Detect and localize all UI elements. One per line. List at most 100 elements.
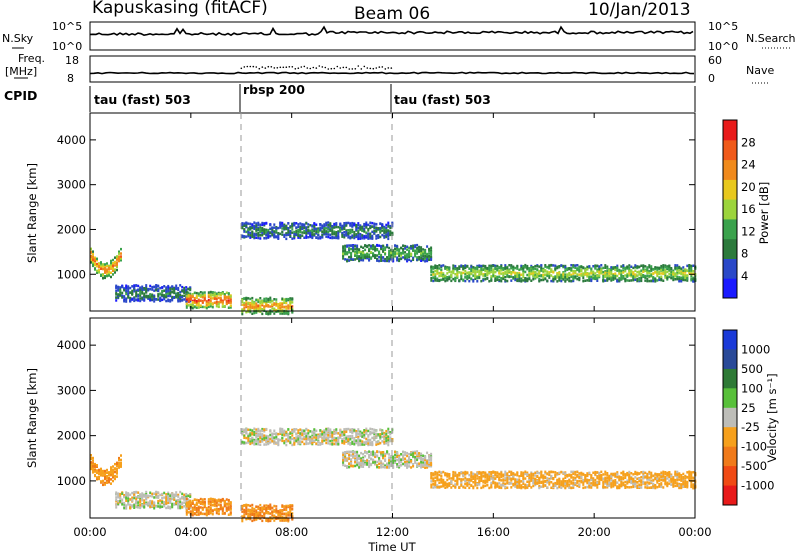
power-cell: [474, 277, 477, 280]
power-cell: [522, 271, 525, 274]
velocity-cell: [301, 431, 304, 435]
power-cell: [185, 298, 188, 301]
velocity-cell: [181, 496, 184, 499]
power-cell: [341, 235, 344, 238]
power-cell: [313, 233, 316, 236]
power-cell: [96, 265, 98, 268]
power-cell: [367, 229, 370, 232]
velocity-cell: [213, 501, 216, 504]
power-cell: [123, 295, 126, 298]
velocity-cell: [368, 455, 371, 459]
power-cell: [568, 279, 571, 283]
power-cell: [556, 272, 559, 275]
velocity-cell: [356, 453, 359, 457]
nave-dot: [354, 68, 357, 70]
power-cell: [343, 233, 346, 237]
velocity-cell: [287, 514, 290, 517]
velocity-cell: [197, 499, 200, 502]
velocity-cell: [321, 440, 324, 443]
power-cell: [203, 298, 206, 302]
power-cell: [380, 259, 383, 262]
power-cell: [348, 251, 351, 254]
power-cell: [678, 276, 681, 279]
power-cell: [135, 292, 138, 296]
velocity-cell: [281, 510, 284, 513]
nave-dot: [267, 65, 270, 68]
velocity-cell: [193, 498, 196, 501]
power-cell: [163, 297, 166, 301]
power-cell: [420, 251, 423, 255]
power-cell: [387, 223, 390, 227]
power-cell: [183, 289, 186, 293]
power-cell: [357, 229, 360, 233]
velocity-cell: [345, 439, 348, 442]
velocity-cell: [315, 436, 318, 440]
velocity-cell: [287, 519, 290, 523]
velocity-cell: [161, 496, 164, 500]
velocity-cell: [346, 466, 349, 469]
power-cell: [267, 233, 270, 237]
power-cell: [287, 311, 290, 315]
power-cell: [408, 258, 411, 262]
power-cell: [480, 270, 483, 274]
power-cell: [578, 278, 581, 282]
power-cell: [618, 269, 621, 272]
station-title: Kapuskasing (fitACF): [92, 0, 268, 18]
velocity-cell: [167, 499, 170, 502]
power-cell: [149, 296, 152, 300]
power-cell: [249, 227, 252, 230]
velocity-cell: [273, 429, 276, 432]
power-cell: [606, 269, 609, 273]
power-cell: [422, 252, 425, 256]
velocity-cell: [199, 506, 202, 509]
velocity-cell: [253, 518, 256, 522]
power-cell: [560, 277, 563, 280]
velocity-cell: [277, 432, 280, 436]
nave-dot: [372, 67, 375, 70]
power-cell: [568, 273, 571, 277]
power-cell: [536, 268, 539, 271]
power-cell: [263, 237, 266, 240]
velocity-cell: [227, 502, 230, 506]
velocity-cell: [351, 436, 354, 440]
velocity-cell: [347, 442, 350, 445]
velocity-cell: [351, 440, 354, 444]
velocity-cell: [229, 513, 232, 516]
power-cell: [209, 301, 212, 304]
power-cell: [177, 286, 180, 290]
velocity-cell: [283, 512, 286, 516]
power-cell: [331, 231, 334, 234]
power-cell: [118, 256, 120, 260]
power-cell: [369, 226, 372, 229]
power-cell: [686, 274, 689, 278]
power-cell: [440, 278, 443, 282]
power-cell: [688, 272, 691, 275]
velocity-cell: [127, 502, 130, 505]
velocity-cell: [108, 477, 110, 480]
nave-dot: [249, 65, 252, 68]
cpid-mode-3: tau (fast) 503: [394, 92, 491, 107]
power-cell: [215, 295, 218, 298]
power-cell: [297, 232, 300, 235]
velocity-cell: [189, 510, 192, 513]
power-cell: [578, 268, 581, 271]
freq-panel: Freq. [MHz] 18 8 Nave 60 0: [5, 52, 774, 85]
power-cell: [341, 231, 344, 235]
power-cell: [454, 278, 457, 282]
power-cell: [145, 284, 148, 287]
velocity-cell: [125, 504, 128, 508]
power-cell: [255, 302, 258, 305]
power-cell: [257, 226, 260, 229]
velocity-cell: [364, 463, 367, 466]
velocity-cell: [123, 495, 126, 499]
power-cell: [354, 251, 357, 254]
power-cell: [566, 275, 569, 279]
power-cell: [360, 250, 363, 254]
power-cell: [496, 268, 499, 271]
velocity-cell: [90, 457, 92, 461]
power-cell: [662, 266, 665, 269]
velocity-cell: [277, 443, 280, 447]
velocity-cell: [169, 499, 172, 502]
velocity-cell: [273, 439, 276, 443]
velocity-cell: [269, 512, 272, 515]
